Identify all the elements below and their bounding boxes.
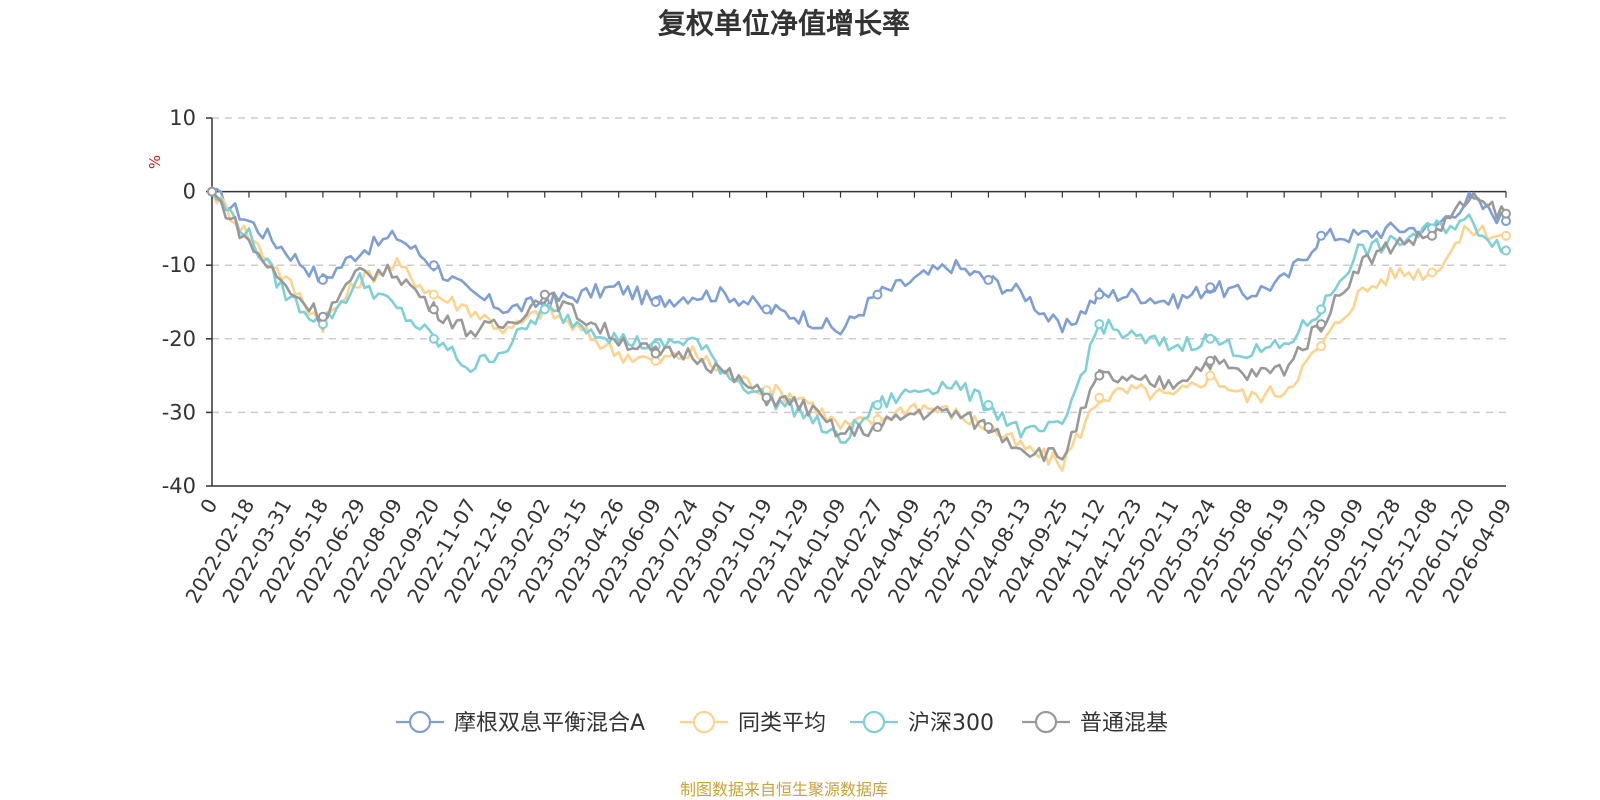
data-point	[761, 304, 772, 315]
series-3	[207, 186, 1511, 463]
data-point	[983, 274, 994, 285]
x-axis-ticks: 02022-02-182022-03-312022-05-182022-06-2…	[180, 191, 1516, 607]
legend-marker	[862, 710, 886, 734]
data-point	[1094, 392, 1105, 403]
data-point	[1427, 267, 1438, 278]
data-point	[317, 274, 328, 285]
data-point	[1316, 304, 1327, 315]
legend-label: 摩根双息平衡混合A	[454, 711, 645, 736]
y-tick-label: 0	[183, 180, 196, 204]
legend-item[interactable]: 沪深300	[850, 710, 994, 736]
data-point	[1205, 282, 1216, 293]
data-point	[1316, 341, 1327, 352]
series-group	[207, 186, 1511, 472]
axes	[211, 118, 1506, 487]
data-point	[1094, 319, 1105, 330]
series-1	[207, 186, 1511, 472]
chart-title: 复权单位净值增长率	[658, 7, 910, 40]
data-point	[1205, 333, 1216, 344]
data-point	[207, 186, 217, 197]
data-point	[1094, 370, 1105, 381]
legend-marker	[692, 710, 716, 734]
data-point	[872, 400, 883, 411]
legend-item[interactable]: 普通混基	[1022, 710, 1168, 736]
data-point	[1316, 230, 1327, 241]
legend-marker	[1034, 710, 1058, 734]
data-point	[1501, 208, 1511, 219]
legend-item[interactable]: 同类平均	[680, 710, 826, 736]
grid-lines	[212, 117, 1506, 414]
data-point	[650, 297, 661, 307]
data-point	[317, 311, 328, 322]
series-line	[210, 190, 1507, 444]
data-point	[428, 289, 439, 300]
y-tick-label: -40	[162, 474, 196, 498]
data-point	[983, 400, 994, 411]
data-point	[983, 422, 994, 433]
y-tick-label: -10	[162, 253, 196, 277]
source-note: 制图数据来自恒生聚源数据库	[680, 780, 888, 799]
series-line	[210, 191, 1507, 472]
data-point	[539, 289, 550, 300]
series-line	[211, 190, 1508, 463]
legend-label: 沪深300	[908, 711, 994, 736]
y-tick-label: -20	[162, 327, 196, 351]
data-point	[428, 260, 439, 271]
legend-marker	[408, 710, 432, 734]
data-point	[872, 422, 883, 433]
y-tick-label: 10	[169, 106, 196, 130]
y-axis-unit: %	[146, 155, 164, 169]
data-point	[650, 348, 661, 359]
y-tick-label: -30	[162, 400, 196, 424]
data-point	[1501, 230, 1511, 241]
legend-label: 普通混基	[1080, 711, 1168, 736]
data-point	[428, 304, 439, 315]
legend[interactable]: 摩根双息平衡混合A 同类平均 沪深300 普通混基	[396, 710, 1168, 736]
data-point	[539, 304, 550, 315]
data-point	[1094, 289, 1105, 300]
data-point	[1205, 370, 1216, 381]
data-point	[1427, 230, 1438, 241]
legend-item[interactable]: 摩根双息平衡混合A	[396, 710, 645, 736]
data-point	[872, 289, 883, 300]
data-point	[428, 333, 439, 344]
legend-label: 同类平均	[738, 711, 826, 736]
data-point	[761, 392, 772, 403]
data-point	[1316, 319, 1327, 330]
data-point	[1205, 355, 1216, 366]
data-point	[1501, 245, 1511, 256]
y-axis-ticks: 10 0 -10 -20 -30 -40	[162, 106, 212, 498]
x-tick-label: 0	[195, 495, 222, 518]
series-line	[211, 187, 1508, 336]
